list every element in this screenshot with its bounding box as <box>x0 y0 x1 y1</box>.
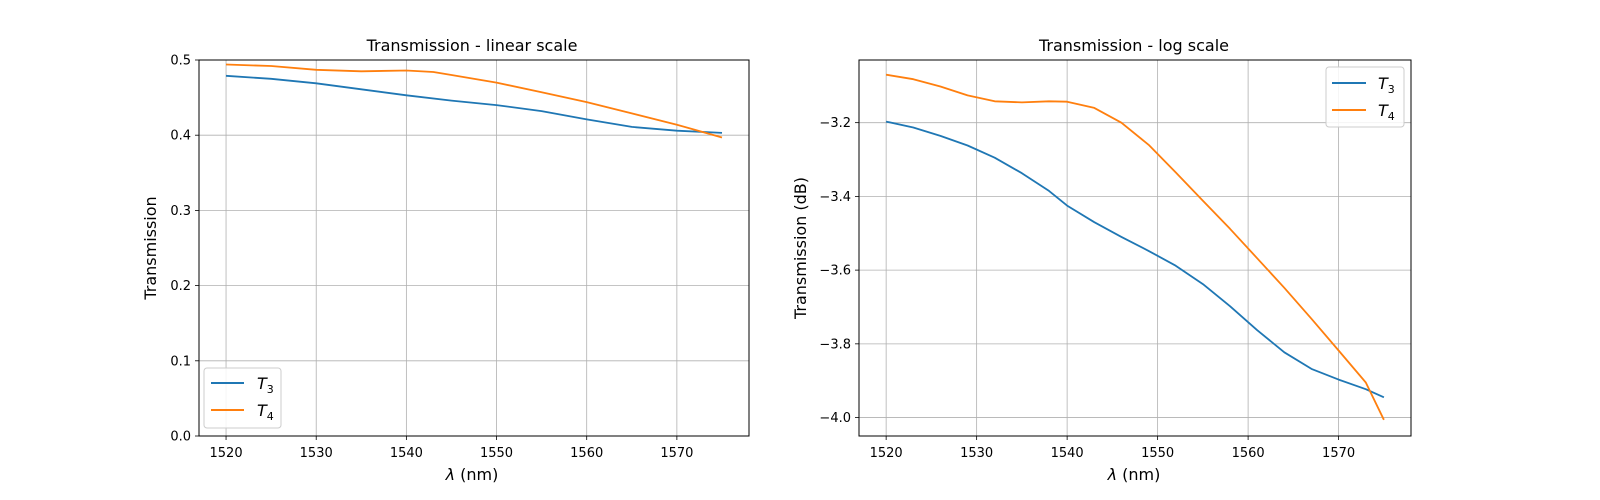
x-ticks: 1520 1530 1540 1550 1560 1570 <box>210 436 693 461</box>
log-scale-plot: Transmission - log scale 1520 1530 1540 155… <box>791 36 1412 484</box>
legend: T3 T4 <box>203 367 282 429</box>
y-tick-label: −3.8 <box>819 337 851 352</box>
legend-label-t3: T3 <box>257 374 274 396</box>
legend-label-t4-sub: 4 <box>1388 110 1395 123</box>
x-axis-unit: (nm) <box>455 465 498 484</box>
grid <box>859 60 1411 436</box>
chart-title: Transmission - linear scale <box>366 36 578 55</box>
y-axis-label: Transmission <box>141 196 160 300</box>
x-tick-label: 1540 <box>1051 446 1084 461</box>
legend-label-t3-sub: 3 <box>1388 83 1395 96</box>
y-tick-label: 0.0 <box>170 430 191 445</box>
legend-label-t3-sub: 3 <box>267 383 274 396</box>
y-tick-label: −3.4 <box>819 190 851 205</box>
series-layer <box>885 73 1385 421</box>
y-tick-label: 0.5 <box>170 54 191 69</box>
y-axis-label: Transmission (dB) <box>791 177 810 320</box>
legend-label-t3-base: T <box>257 374 268 393</box>
series-line-t3 <box>885 120 1385 399</box>
y-ticks: 0.0 0.1 0.2 0.3 0.4 0.5 <box>170 54 199 445</box>
legend-label-t4-base: T <box>1378 101 1389 120</box>
legend-label-t4: T4 <box>257 401 274 423</box>
x-tick-label: 1520 <box>210 446 243 461</box>
series-layer <box>225 63 723 139</box>
series-line-t4 <box>225 63 723 139</box>
legend: T3 T4 <box>1325 66 1405 128</box>
legend-label-t3-base: T <box>1378 74 1389 93</box>
y-tick-label: −3.2 <box>819 116 851 131</box>
legend-label-t4-base: T <box>257 401 268 420</box>
y-ticks: −4.0 −3.8 −3.6 −3.4 −3.2 <box>819 116 859 426</box>
y-tick-label: 0.1 <box>170 354 191 369</box>
legend-label-t4-sub: 4 <box>267 410 274 423</box>
x-axis-symbol: λ <box>445 465 455 484</box>
x-tick-label: 1570 <box>660 446 693 461</box>
x-tick-label: 1520 <box>870 446 903 461</box>
x-tick-label: 1570 <box>1322 446 1355 461</box>
y-tick-label: −4.0 <box>819 411 851 426</box>
y-tick-label: 0.4 <box>170 129 191 144</box>
axes-frame <box>198 59 750 437</box>
y-tick-label: 0.3 <box>170 204 191 219</box>
x-axis-symbol: λ <box>1107 465 1117 484</box>
series-line-t4 <box>885 73 1385 421</box>
x-tick-label: 1550 <box>1141 446 1174 461</box>
x-tick-label: 1560 <box>570 446 603 461</box>
x-tick-label: 1530 <box>960 446 993 461</box>
series-line-t3 <box>225 74 723 134</box>
x-tick-label: 1540 <box>390 446 423 461</box>
legend-label-t4: T4 <box>1378 101 1395 123</box>
x-axis-label: λ (nm) <box>445 465 499 484</box>
x-axis-label: λ (nm) <box>1107 465 1161 484</box>
y-tick-label: −3.6 <box>819 264 851 279</box>
x-tick-label: 1550 <box>480 446 513 461</box>
x-tick-label: 1530 <box>300 446 333 461</box>
chart-title: Transmission - log scale <box>1038 36 1229 55</box>
y-tick-label: 0.2 <box>170 279 191 294</box>
x-ticks: 1520 1530 1540 1550 1560 1570 <box>870 436 1355 461</box>
x-axis-unit: (nm) <box>1117 465 1160 484</box>
axes-frame <box>858 59 1412 437</box>
legend-label-t3: T3 <box>1378 74 1395 96</box>
linear-scale-plot: Transmission - linear scale 1520 1530 1540… <box>141 36 750 484</box>
x-tick-label: 1560 <box>1232 446 1265 461</box>
